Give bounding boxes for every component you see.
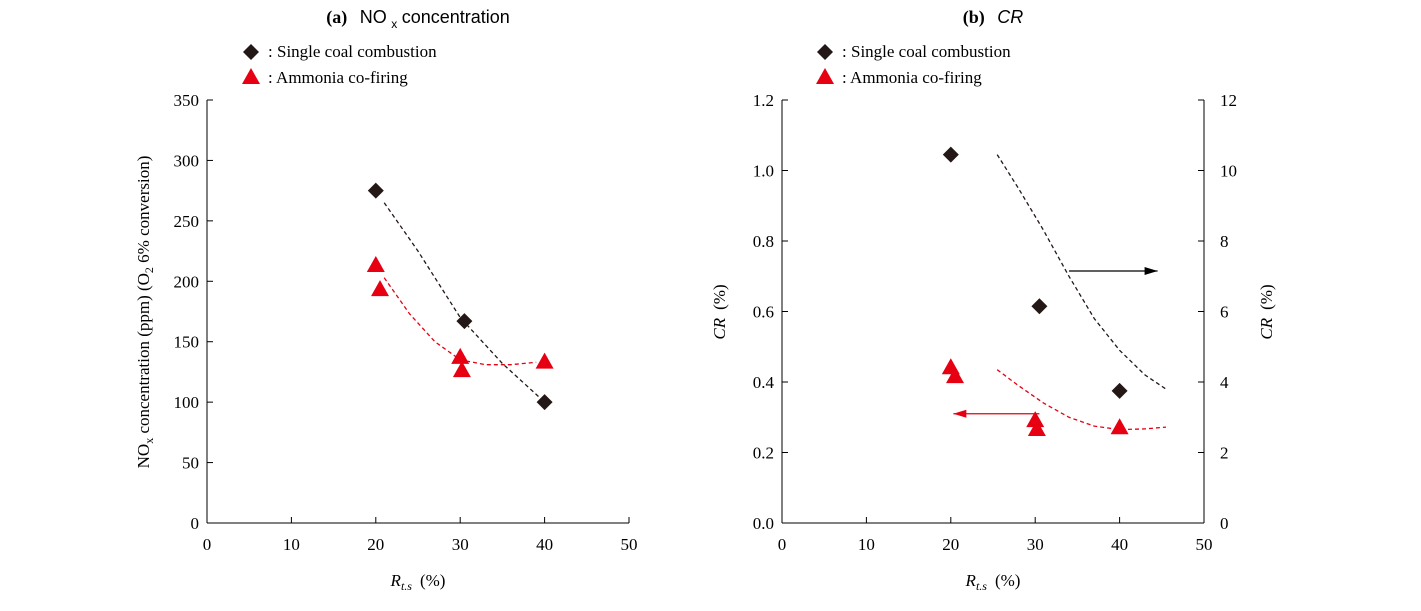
legend-ammonia-marker-icon bbox=[816, 68, 834, 84]
panel-b-y-tick-label: 0.0 bbox=[753, 514, 774, 533]
panel-b-right-y-tick-label: 6 bbox=[1220, 303, 1229, 322]
panel-b-trend-line-coal bbox=[996, 154, 1167, 390]
panel-a-x-tick-label: 0 bbox=[203, 535, 212, 554]
panel-b-y-tick-label: 1.2 bbox=[753, 91, 774, 110]
legend-ammonia-label: : Ammonia co-firing bbox=[268, 68, 408, 87]
panel-b-right-y-tick-label: 12 bbox=[1220, 91, 1237, 110]
panel-a-x-tick-label: 10 bbox=[283, 535, 300, 554]
legend-coal-label: : Single coal combustion bbox=[842, 42, 1011, 61]
panel-b-x-tick-label: 50 bbox=[1196, 535, 1213, 554]
panel-b-y-tick-label: 0.8 bbox=[753, 232, 774, 251]
panel-a-title: (a) NO x concentration bbox=[326, 7, 510, 32]
panel-b-right-y-axis-label: CR(%) bbox=[1257, 284, 1276, 339]
panel-b-ammonia-point bbox=[1026, 411, 1045, 428]
panel-a-y-tick-label: 200 bbox=[174, 272, 200, 291]
panel-b-x-tick-label: 10 bbox=[858, 535, 875, 554]
legend-coal-label: : Single coal combustion bbox=[268, 42, 437, 61]
panel-a-ammonia-point bbox=[371, 280, 390, 297]
panel-b-y-tick-label: 0.4 bbox=[753, 373, 775, 392]
panel-b-y-tick-label: 0.2 bbox=[753, 444, 774, 463]
panel-b-ammonia-point bbox=[1027, 419, 1046, 436]
panel-a-y-tick-label: 300 bbox=[174, 151, 200, 170]
panel-a-y-tick-label: 50 bbox=[182, 454, 199, 473]
panel-b-coal-point bbox=[1031, 298, 1048, 315]
panel-b-x-tick-label: 40 bbox=[1111, 535, 1128, 554]
panel-a-coal-point bbox=[536, 394, 553, 411]
panel-a-title-sub: x bbox=[391, 17, 397, 31]
panel-a-y-tick-label: 100 bbox=[174, 393, 200, 412]
panel-b-legend: : Single coal combustion : Ammonia co-fi… bbox=[816, 42, 1011, 87]
panel-b-trend-line-ammonia bbox=[996, 369, 1167, 431]
panel-b-right-y-tick-label: 0 bbox=[1220, 514, 1229, 533]
legend-coal-marker-icon bbox=[243, 44, 259, 60]
panel-b-right-y-tick-label: 8 bbox=[1220, 232, 1229, 251]
panel-a-x-axis-label: Rt.s (%) bbox=[390, 571, 446, 593]
panel-b-right-y-tick-label: 10 bbox=[1220, 162, 1237, 181]
panel-a-title-main: NO bbox=[360, 7, 387, 27]
panel-b-ammonia-point bbox=[1110, 418, 1129, 435]
panel-a-legend: : Single coal combustion : Ammonia co-fi… bbox=[242, 42, 437, 87]
panel-a-y-tick-label: 250 bbox=[174, 212, 200, 231]
panel-a-coal-point bbox=[367, 182, 384, 199]
panel-a-trend-line-coal bbox=[383, 202, 546, 403]
panel-b-tag: (b) bbox=[963, 7, 985, 28]
panel-b-y-tick-label: 1.0 bbox=[753, 162, 774, 181]
panel-b-x-tick-label: 30 bbox=[1027, 535, 1044, 554]
panel-a-y-tick-label: 0 bbox=[191, 514, 200, 533]
panel-a-coal-point bbox=[456, 313, 473, 330]
panel-a-ammonia-point bbox=[451, 347, 470, 364]
panel-a-title-rest: concentration bbox=[402, 7, 510, 27]
panel-b-y-tick-label: 0.6 bbox=[753, 303, 774, 322]
panel-a-tag: (a) bbox=[326, 7, 347, 28]
panel-b-right-y-tick-label: 2 bbox=[1220, 444, 1229, 463]
panel-b-x-tick-label: 0 bbox=[778, 535, 787, 554]
panel-b-x-tick-label: 20 bbox=[942, 535, 959, 554]
panel-a-ammonia-point bbox=[535, 352, 554, 369]
panel-a-x-tick-label: 40 bbox=[536, 535, 553, 554]
panel-a-x-tick-label: 50 bbox=[621, 535, 638, 554]
panel-a-y-tick-label: 150 bbox=[174, 333, 200, 352]
panel-b-right-y-tick-label: 4 bbox=[1220, 373, 1229, 392]
panel-a-y-axis-label: NOx concentration (ppm) (O2 6% conversio… bbox=[134, 156, 156, 469]
panel-b-title: (b) CR bbox=[963, 7, 1024, 28]
chart-panel-b: (b) CR : Single coal combustion : Ammoni… bbox=[710, 7, 1276, 593]
panel-a-x-tick-label: 20 bbox=[367, 535, 384, 554]
legend-ammonia-label: : Ammonia co-firing bbox=[842, 68, 982, 87]
panel-b-coal-point bbox=[942, 146, 959, 163]
panel-a-ammonia-point bbox=[452, 361, 471, 378]
chart-panel-a: (a) NO x concentration : Single coal com… bbox=[134, 7, 638, 593]
panel-b-left-y-axis-label: CR(%) bbox=[710, 284, 729, 339]
panel-a-x-tick-label: 30 bbox=[452, 535, 469, 554]
panel-b-x-axis-label: Rt.s (%) bbox=[965, 571, 1021, 593]
panel-b-title-main: CR bbox=[997, 7, 1023, 27]
legend-ammonia-marker-icon bbox=[242, 68, 260, 84]
panel-a-ammonia-point bbox=[366, 255, 385, 272]
panel-a-y-tick-label: 350 bbox=[174, 91, 200, 110]
panel-b-ammonia-point bbox=[946, 367, 965, 384]
panel-b-arrow-head-icon bbox=[953, 409, 967, 418]
panel-b-arrow-head-icon bbox=[1144, 266, 1158, 275]
legend-coal-marker-icon bbox=[817, 44, 833, 60]
panel-b-coal-point bbox=[1111, 382, 1128, 399]
